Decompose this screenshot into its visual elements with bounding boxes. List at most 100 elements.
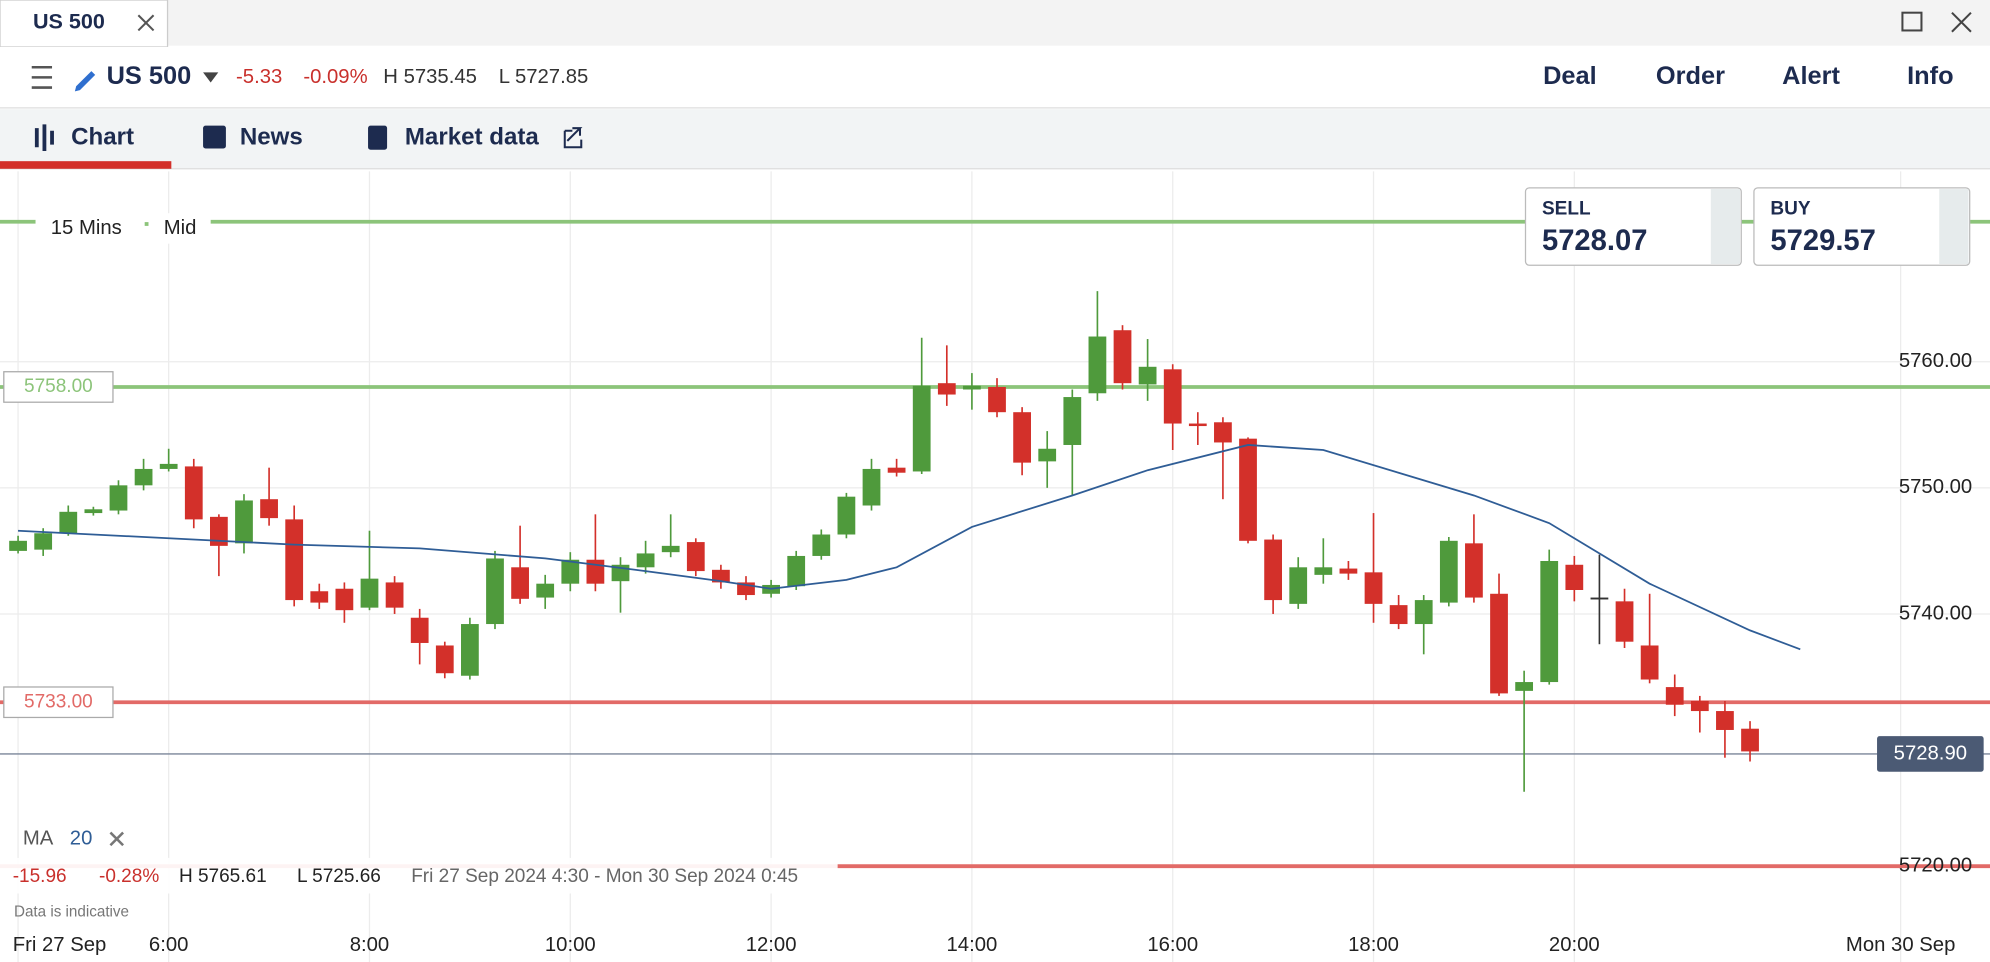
candle-body [937, 383, 956, 395]
tabs [0, 109, 1990, 169]
candle-body [1716, 711, 1734, 730]
candle-body [1515, 682, 1534, 691]
high: H 5735.45 [383, 66, 477, 88]
y-tick-label: 5760.00 [1899, 350, 1972, 372]
level-label-box [3, 371, 114, 403]
candle-body [235, 500, 253, 544]
instrument[interactable]: US 500 [107, 62, 192, 90]
action[interactable]: Alert [1782, 62, 1840, 90]
candle-body [1565, 564, 1584, 590]
candle-body [712, 569, 730, 583]
buy-box[interactable] [1753, 187, 1971, 266]
candle-body [1590, 597, 1609, 600]
dropdown-icon[interactable] [203, 72, 219, 83]
tab-bar [0, 0, 1990, 46]
sell-box-side [1710, 189, 1740, 264]
indicator-name: MA [23, 827, 54, 849]
candle-body [109, 485, 128, 511]
close-window-icon[interactable] [1951, 11, 1972, 33]
tab[interactable]: News [240, 124, 303, 151]
tab-title: US 500 [33, 9, 105, 34]
news-icon [203, 125, 226, 149]
candle-body [1088, 336, 1107, 394]
candle-body [1214, 422, 1232, 443]
summary-low: L 5725.66 [297, 866, 381, 887]
candle-body [1289, 567, 1308, 604]
active-tab-indicator [0, 161, 172, 169]
level-label: 5758.00 [24, 376, 93, 397]
note: Data is indicative [14, 904, 129, 921]
candle-body [84, 509, 103, 514]
last-price-badge [1877, 736, 1984, 772]
market-icon [368, 125, 388, 150]
candle-body [1063, 397, 1082, 445]
sell-price: 5728.07 [1542, 225, 1647, 257]
x-tick-label: Mon 30 Sep [1846, 934, 1955, 956]
chart-icon [34, 124, 54, 152]
candle-body [1540, 560, 1559, 683]
candle-body [1188, 423, 1207, 427]
candle-body [1690, 700, 1709, 712]
candle-body [963, 385, 981, 390]
candle-body [1314, 567, 1333, 575]
candle-body [912, 385, 931, 472]
candle-body [1615, 601, 1634, 642]
x-tick-label: 20:00 [1549, 934, 1600, 956]
candle-body [184, 466, 203, 520]
menu-icon[interactable] [31, 65, 53, 89]
candle-body [134, 468, 153, 486]
candle-body [285, 519, 304, 601]
external-link-icon [563, 127, 583, 149]
candle-body [461, 624, 479, 676]
candle-body [536, 583, 555, 598]
action[interactable]: Order [1656, 62, 1725, 90]
y-tick-label: 5720.00 [1899, 855, 1972, 877]
maximize-icon[interactable] [1901, 11, 1923, 32]
candle-body [486, 558, 504, 625]
candle-body [209, 516, 228, 546]
candle-body [1640, 645, 1659, 680]
close-icon[interactable] [137, 14, 155, 32]
candle-body [1414, 600, 1433, 625]
candle-body [787, 555, 806, 587]
x-tick-label: Fri 27 Sep [13, 934, 107, 956]
indicator-remove[interactable] [109, 831, 125, 847]
edit-icon[interactable] [74, 71, 96, 92]
level-label-box [3, 686, 114, 719]
candle-body [1239, 438, 1257, 541]
sell-box[interactable] [1524, 187, 1742, 266]
candle-body [862, 468, 881, 506]
action[interactable]: Deal [1543, 62, 1597, 90]
candle-body [561, 559, 580, 584]
level-label: 5733.00 [24, 691, 93, 712]
action[interactable]: Info [1907, 62, 1954, 90]
candle-body [1665, 687, 1684, 705]
tab[interactable]: Market data [405, 124, 540, 151]
interval-box [35, 213, 211, 244]
buy-price: 5729.57 [1770, 225, 1875, 257]
candle-body [636, 553, 655, 568]
summary-change: -15.96 [13, 866, 67, 887]
summary-range: Fri 27 Sep 2024 4:30 - Mon 30 Sep 2024 0… [411, 866, 798, 887]
low: L 5727.85 [499, 66, 589, 88]
x-tick-label: 18:00 [1348, 934, 1399, 956]
candle-body [1465, 543, 1483, 598]
window-tab[interactable] [0, 0, 169, 48]
candle-body [1339, 568, 1358, 574]
toolbar [0, 46, 1990, 108]
buy-label: BUY [1770, 198, 1810, 219]
candle-body [1741, 728, 1759, 752]
candle-body [34, 533, 53, 550]
change-pct: -0.09% [303, 66, 367, 88]
change: -5.33 [236, 66, 282, 88]
candle-body [661, 545, 680, 553]
moving-average [17, 444, 1801, 651]
candle-body [1163, 369, 1182, 424]
last-price-label: 5728.90 [1894, 742, 1967, 764]
candle-body [1389, 605, 1408, 625]
x-tick-label: 14:00 [947, 934, 998, 956]
summary-box [0, 857, 838, 894]
tab[interactable]: Chart [71, 124, 134, 151]
candle-body [260, 499, 278, 519]
candle-body [1138, 366, 1157, 385]
